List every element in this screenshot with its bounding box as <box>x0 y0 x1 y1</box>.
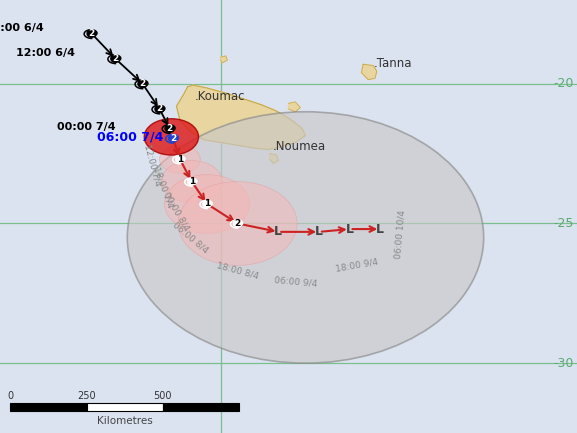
Ellipse shape <box>159 145 200 173</box>
Text: L: L <box>346 223 354 236</box>
Text: 2: 2 <box>140 79 145 88</box>
Ellipse shape <box>178 181 297 265</box>
Circle shape <box>165 125 174 132</box>
Text: L: L <box>315 225 323 238</box>
Text: -30: -30 <box>553 357 574 370</box>
Polygon shape <box>220 56 227 63</box>
Ellipse shape <box>161 161 222 203</box>
Ellipse shape <box>144 119 198 155</box>
FancyBboxPatch shape <box>87 403 163 410</box>
Text: 06:00 7/4: 06:00 7/4 <box>97 130 164 143</box>
Text: 06:00 9/4: 06:00 9/4 <box>273 276 317 288</box>
Text: 0: 0 <box>7 391 13 401</box>
Text: -20: -20 <box>553 78 574 90</box>
Text: 06:00 8/4: 06:00 8/4 <box>171 220 209 255</box>
Text: L: L <box>274 225 282 238</box>
Polygon shape <box>177 85 305 149</box>
Text: 18:00 9/4: 18:00 9/4 <box>334 257 379 274</box>
Text: -25: -25 <box>553 217 574 230</box>
Text: 18:00 8/4: 18:00 8/4 <box>216 261 260 281</box>
FancyBboxPatch shape <box>163 403 239 410</box>
Text: .Tanna: .Tanna <box>373 57 412 70</box>
Circle shape <box>175 156 184 163</box>
Circle shape <box>203 200 211 207</box>
Circle shape <box>155 105 164 113</box>
Text: .Koumac: .Koumac <box>195 90 246 103</box>
Text: 06:00 10/4: 06:00 10/4 <box>394 210 407 259</box>
Text: 00:00 8/4: 00:00 8/4 <box>162 190 191 232</box>
Text: 00:00 7/4: 00:00 7/4 <box>57 122 115 132</box>
Text: 1: 1 <box>177 155 183 164</box>
Text: 18:00 7/4: 18:00 7/4 <box>151 165 174 209</box>
Polygon shape <box>361 64 377 80</box>
Text: L: L <box>376 223 384 236</box>
Text: 1: 1 <box>189 177 195 186</box>
Circle shape <box>87 30 96 37</box>
FancyBboxPatch shape <box>10 403 87 410</box>
Text: 12:00 6/4: 12:00 6/4 <box>16 48 74 58</box>
Text: 2: 2 <box>156 104 163 113</box>
Circle shape <box>138 80 147 87</box>
Text: 1: 1 <box>204 200 210 208</box>
Text: 2: 2 <box>167 124 173 133</box>
Text: .Noumea: .Noumea <box>273 140 327 153</box>
Text: 250: 250 <box>77 391 96 401</box>
Circle shape <box>111 55 120 62</box>
Polygon shape <box>288 102 301 112</box>
Polygon shape <box>270 154 278 163</box>
Text: Kilometres: Kilometres <box>97 416 152 426</box>
Circle shape <box>168 135 178 142</box>
Ellipse shape <box>128 112 484 363</box>
Ellipse shape <box>164 174 249 233</box>
Text: 2: 2 <box>234 219 241 228</box>
Text: 2: 2 <box>170 134 176 143</box>
Circle shape <box>188 178 196 185</box>
Text: 2: 2 <box>88 29 95 38</box>
Text: 2: 2 <box>113 54 118 63</box>
Text: 12:00 7/4: 12:00 7/4 <box>143 143 163 187</box>
Text: 00:00 6/4: 00:00 6/4 <box>0 23 44 33</box>
Circle shape <box>233 220 242 227</box>
Text: 500: 500 <box>153 391 172 401</box>
